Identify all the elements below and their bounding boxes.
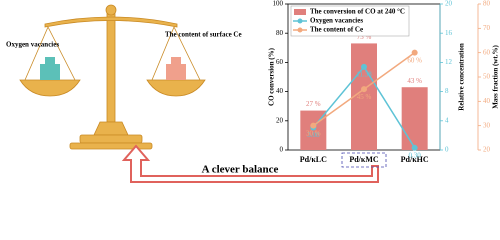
y3-tick-label: 20: [483, 146, 491, 154]
y2-tick-label: 20: [445, 0, 453, 8]
legend-label: The content of Ce: [310, 26, 363, 34]
y2-tick-label: 16: [445, 29, 453, 37]
y3-tick-label: 80: [483, 0, 491, 8]
legend-swatch: [294, 9, 306, 15]
y-tick-label: 20: [276, 116, 284, 124]
y-tick-label: 80: [276, 29, 284, 37]
value-label: 45 %: [357, 93, 372, 101]
point: [310, 122, 317, 129]
y3-tick-label: 60: [483, 48, 491, 56]
legend-box: [290, 5, 410, 37]
value-label: 60 %: [407, 56, 422, 64]
point: [411, 144, 418, 151]
y-tick-label: 0: [280, 146, 284, 154]
x-tick-label: Pd/κLC: [300, 155, 327, 164]
y3-tick-label: 70: [483, 24, 491, 32]
caption: A clever balance: [202, 164, 279, 176]
value-label: 43 %: [407, 77, 422, 85]
legend-label: Oxygen vacancies: [310, 17, 363, 25]
left-label: Oxygen vacancies: [6, 41, 59, 49]
x-tick-label: Pd/κHC: [401, 155, 429, 164]
axis-title: CO conversion (%): [268, 47, 276, 106]
bar: [351, 43, 377, 150]
y3-tick-label: 30: [483, 121, 491, 129]
point: [411, 49, 418, 56]
value-label: 3.08: [307, 131, 320, 139]
figure: Oxygen vacancies The content of surface …: [6, 0, 500, 183]
y2-tick-label: 8: [445, 87, 449, 95]
y3-tick-label: 40: [483, 97, 491, 105]
right-label: The content of surface Ce: [165, 31, 242, 39]
y2-tick-label: 12: [445, 58, 453, 66]
legend-marker: [297, 18, 303, 24]
highlight-box: [341, 152, 387, 168]
arrow: [121, 144, 379, 183]
point: [361, 86, 367, 93]
y3-tick-label: 50: [483, 73, 491, 81]
value-label: 30 %: [306, 129, 321, 137]
y-tick-label: 60: [276, 58, 284, 66]
y2-tick-label: 0: [445, 146, 449, 154]
bar: [401, 87, 428, 150]
y2-tick-label: 4: [445, 116, 449, 124]
y-tick-label: 100: [273, 0, 284, 8]
value-label: 11.38: [356, 71, 372, 79]
balance: [19, 4, 206, 150]
left-weight: [40, 64, 60, 80]
x-tick-label: Pd/κMC: [349, 155, 379, 164]
value-label: 0.30: [409, 151, 422, 159]
y-tick-label: 40: [276, 87, 284, 95]
axis-title: Relative concentration: [458, 43, 466, 111]
point: [361, 63, 367, 70]
right-weight-top: [171, 57, 181, 65]
axis-title: Mass fraction (wt.%): [492, 45, 500, 109]
right-weight: [166, 64, 186, 80]
left-weight-top: [45, 57, 55, 65]
legend-marker: [297, 27, 303, 33]
value-label: 27 %: [306, 100, 321, 108]
value-label: 73 %: [357, 33, 372, 41]
legend-label: The conversion of CO at 240 °C: [310, 8, 405, 16]
